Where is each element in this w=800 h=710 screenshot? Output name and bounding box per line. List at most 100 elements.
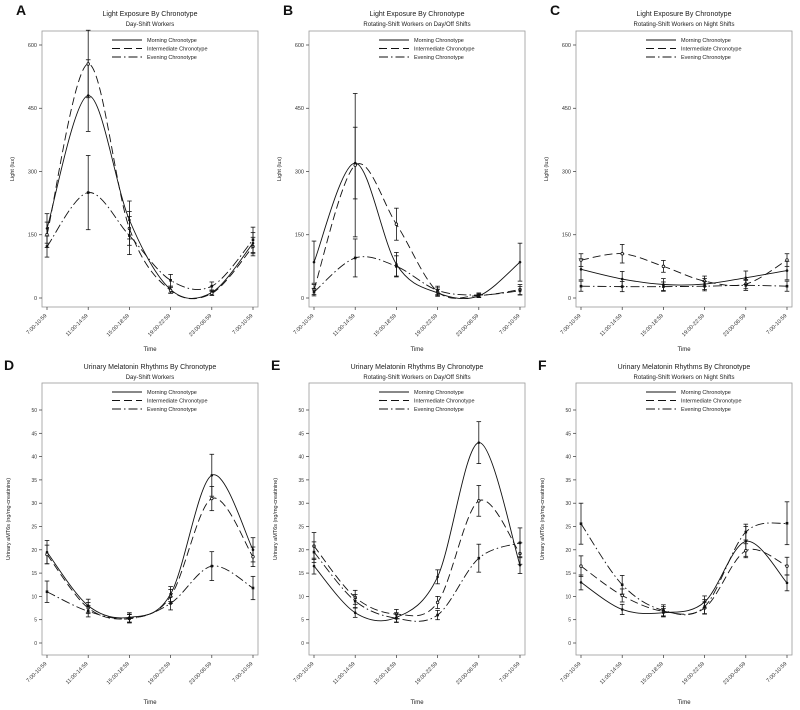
svg-text:23:00-06:59: 23:00-06:59 <box>455 661 480 686</box>
legend: Morning Chronotype Intermediate Chronotyp… <box>646 38 742 61</box>
svg-text:Intermediate Chronotype: Intermediate Chronotype <box>414 399 475 405</box>
chart-subtitle: Day-Shift Workers <box>126 375 175 381</box>
series-curve <box>46 474 254 619</box>
svg-text:Intermediate Chronotype: Intermediate Chronotype <box>414 47 475 53</box>
series-curve <box>313 442 521 622</box>
svg-text:5: 5 <box>301 618 304 624</box>
svg-text:0: 0 <box>34 296 37 302</box>
svg-text:150: 150 <box>28 233 37 239</box>
svg-text:Evening Chronotype: Evening Chronotype <box>681 407 731 413</box>
series-curve <box>580 540 788 615</box>
svg-text:7:00-10:59: 7:00-10:59 <box>766 661 789 684</box>
x-axis-title: Time <box>143 347 157 353</box>
svg-text:15:00-18:59: 15:00-18:59 <box>106 661 131 686</box>
panel-e-label: E <box>271 357 281 373</box>
series-curve <box>580 522 788 616</box>
chart-title: Light Exposure By Chronotype <box>370 11 465 18</box>
svg-text:15:00-18:59: 15:00-18:59 <box>640 661 665 686</box>
svg-text:Evening Chronotype: Evening Chronotype <box>147 407 197 413</box>
svg-text:23:00-06:59: 23:00-06:59 <box>188 661 213 686</box>
svg-text:15: 15 <box>31 571 37 577</box>
svg-text:45: 45 <box>31 431 37 437</box>
series-curve <box>46 565 254 620</box>
svg-text:10: 10 <box>565 594 571 600</box>
series-points <box>44 29 256 296</box>
plot-box <box>308 30 526 308</box>
y-axis: 0 150 300 450 600 <box>28 43 42 302</box>
panel-b: B Light Exposure By Chronotype Rotating-S… <box>267 0 533 355</box>
svg-text:40: 40 <box>31 455 37 461</box>
y-axis-title: Light (lux) <box>10 157 16 181</box>
svg-text:23:00-06:59: 23:00-06:59 <box>722 661 747 686</box>
svg-text:15: 15 <box>298 571 304 577</box>
svg-text:Morning Chronotype: Morning Chronotype <box>681 38 731 44</box>
series-points <box>44 551 256 624</box>
chart-subtitle: Day-Shift Workers <box>126 22 175 28</box>
panel-f-label: F <box>538 357 547 373</box>
series-points <box>311 93 523 298</box>
x-axis: 7:00-10:59 11:00-14:59 15:00-18:59 19:00-22… <box>560 655 789 686</box>
svg-text:25: 25 <box>31 525 37 531</box>
panel-d-label: D <box>4 357 15 373</box>
svg-text:0: 0 <box>568 641 571 647</box>
y-axis: 0 5 10 15 20 25 30 35 40 45 50 <box>298 408 309 647</box>
svg-text:7:00-10:59: 7:00-10:59 <box>560 661 583 684</box>
y-axis: 0 150 300 450 600 <box>295 43 309 302</box>
chart-light-rotating-dayoff: Light Exposure By Chronotype Rotating-Shi… <box>277 11 526 353</box>
series-points <box>578 244 790 290</box>
svg-text:35: 35 <box>565 478 571 484</box>
svg-text:19:00-22:59: 19:00-22:59 <box>681 313 706 338</box>
panel-a-label: A <box>16 2 27 18</box>
svg-text:7:00-10:59: 7:00-10:59 <box>499 661 522 684</box>
svg-text:25: 25 <box>565 525 571 531</box>
svg-text:300: 300 <box>562 169 571 175</box>
svg-text:5: 5 <box>568 618 571 624</box>
svg-text:11:00-14:59: 11:00-14:59 <box>65 661 90 686</box>
svg-text:300: 300 <box>28 169 37 175</box>
svg-text:0: 0 <box>301 641 304 647</box>
svg-text:7:00-10:59: 7:00-10:59 <box>232 661 255 684</box>
series-curve <box>46 192 254 290</box>
svg-text:7:00-10:59: 7:00-10:59 <box>766 313 789 336</box>
svg-text:7:00-10:59: 7:00-10:59 <box>499 313 522 336</box>
svg-text:Morning Chronotype: Morning Chronotype <box>414 38 464 44</box>
svg-text:450: 450 <box>295 106 304 112</box>
legend: Morning Chronotype Intermediate Chronotyp… <box>379 390 475 413</box>
panel-a: A Light Exposure By Chronotype Day-Shift … <box>0 0 266 355</box>
y-axis-title: Light (lux) <box>544 157 550 181</box>
svg-text:23:00-06:59: 23:00-06:59 <box>722 313 747 338</box>
panel-b-label: B <box>283 2 294 18</box>
chart-light-dayshift: Light Exposure By Chronotype Day-Shift Wo… <box>10 11 259 353</box>
svg-text:10: 10 <box>31 594 37 600</box>
series-points <box>311 527 523 623</box>
svg-text:Intermediate Chronotype: Intermediate Chronotype <box>681 399 742 405</box>
svg-text:45: 45 <box>565 431 571 437</box>
series-curve <box>313 163 521 299</box>
series-points <box>578 279 790 293</box>
svg-text:Intermediate Chronotype: Intermediate Chronotype <box>147 399 208 405</box>
legend: Morning Chronotype Intermediate Chronotyp… <box>379 38 475 61</box>
x-axis-title: Time <box>410 700 424 706</box>
svg-text:25: 25 <box>298 525 304 531</box>
series-curve <box>580 268 788 286</box>
svg-text:19:00-22:59: 19:00-22:59 <box>681 661 706 686</box>
series-curve <box>580 548 788 615</box>
x-axis: 7:00-10:59 11:00-14:59 15:00-18:59 19:00-22… <box>26 655 255 686</box>
svg-text:10: 10 <box>298 594 304 600</box>
svg-text:450: 450 <box>562 106 571 112</box>
svg-text:7:00-10:59: 7:00-10:59 <box>26 313 49 336</box>
svg-text:0: 0 <box>34 641 37 647</box>
plot-box <box>41 30 259 308</box>
panel-e: E Urinary Melatonin Rhythms By Chronotyp… <box>267 355 533 710</box>
svg-text:20: 20 <box>298 548 304 554</box>
svg-text:150: 150 <box>562 233 571 239</box>
svg-text:15:00-18:59: 15:00-18:59 <box>640 313 665 338</box>
chart-subtitle: Rotating-Shift Workers on Night Shifts <box>634 22 735 28</box>
plot-box <box>308 382 526 656</box>
svg-text:7:00-10:59: 7:00-10:59 <box>293 661 316 684</box>
svg-text:35: 35 <box>298 478 304 484</box>
series-points <box>44 486 256 623</box>
chart-subtitle: Rotating-Shift Workers on Day/Off Shifts <box>363 375 470 381</box>
plot-box <box>41 382 259 656</box>
